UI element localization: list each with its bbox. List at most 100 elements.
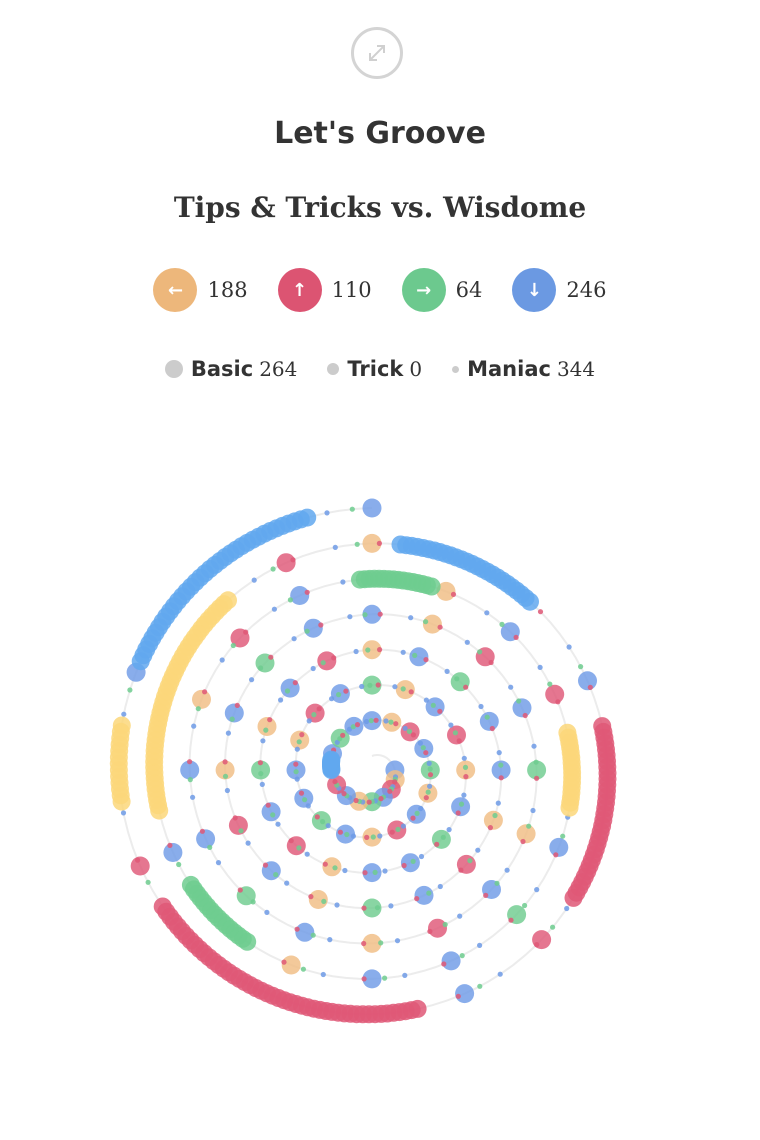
basic-stat: Basic 264 <box>164 357 297 381</box>
maniac-note <box>291 636 297 642</box>
maniac-note <box>437 624 443 630</box>
maniac-note <box>363 718 370 725</box>
maniac-note <box>296 845 302 851</box>
maniac-note <box>367 682 373 688</box>
maniac-note <box>361 940 367 947</box>
maniac-note <box>427 928 433 934</box>
maniac-note <box>463 774 469 780</box>
maniac-note <box>427 772 434 778</box>
maniac-note <box>457 913 463 919</box>
maniac-note <box>350 724 356 730</box>
basic-note <box>578 671 597 691</box>
maniac-note <box>176 861 182 868</box>
maniac-note <box>190 794 196 800</box>
maniac-note <box>508 917 514 923</box>
maniac-note <box>440 834 446 840</box>
maniac-note <box>257 760 263 766</box>
maniac-note <box>245 840 251 846</box>
maniac-note <box>378 796 384 802</box>
maniac-note <box>273 872 279 878</box>
maniac-note <box>494 880 500 886</box>
basic-note <box>251 760 271 780</box>
maniac-note <box>522 712 528 719</box>
maniac-note <box>262 862 269 868</box>
maniac-note <box>191 723 197 729</box>
maniac-note <box>340 579 346 585</box>
basic-note <box>431 829 451 849</box>
maniac-note <box>410 732 416 738</box>
maniac-note <box>402 972 408 978</box>
basic-note <box>456 760 476 780</box>
maniac-note <box>299 732 305 738</box>
maniac-note <box>294 926 300 932</box>
song-subtitle: Tips & Tricks vs. Wisdome <box>173 191 587 224</box>
maniac-note <box>516 698 522 704</box>
maniac-note <box>332 544 338 550</box>
maniac-note <box>199 828 205 834</box>
maniac-note <box>448 722 454 728</box>
song-title: Let's Groove <box>274 116 486 151</box>
basic-note <box>491 760 511 780</box>
basic-note <box>295 922 315 942</box>
maniac-note <box>402 725 408 731</box>
maniac-note <box>370 834 376 840</box>
maniac-note <box>488 659 494 666</box>
maniac-note <box>423 697 429 703</box>
maniac-note <box>308 894 314 900</box>
maniac-note <box>376 540 382 546</box>
maniac-note <box>337 736 343 742</box>
maniac-note <box>377 647 383 653</box>
maniac-note <box>464 639 470 645</box>
basic-note <box>290 586 310 605</box>
maniac-note <box>477 983 483 989</box>
maniac-note <box>361 905 367 911</box>
maniac-note <box>207 844 213 850</box>
expand-diagonal-icon <box>369 45 385 61</box>
maniac-note <box>267 717 273 723</box>
maniac-note <box>195 706 201 712</box>
maniac-note <box>350 833 356 839</box>
maniac-note <box>400 686 406 692</box>
maniac-note <box>423 619 429 625</box>
basic-note <box>196 829 216 849</box>
maniac-note <box>349 506 355 512</box>
maniac-note <box>202 689 208 695</box>
maniac-note <box>225 730 231 736</box>
maniac-note <box>325 823 331 829</box>
expand-button[interactable] <box>351 27 403 79</box>
maniac-note <box>362 612 368 618</box>
maniac-dot-icon <box>452 365 460 373</box>
maniac-note <box>461 755 467 761</box>
maniac-note <box>341 791 347 797</box>
maniac-note <box>388 719 394 725</box>
maniac-note <box>365 647 371 653</box>
maniac-note <box>475 847 481 853</box>
maniac-note <box>222 773 229 779</box>
maniac-note <box>324 510 330 516</box>
maniac-note <box>314 814 320 820</box>
maniac-note <box>513 634 519 640</box>
maniac-note <box>467 858 473 864</box>
maniac-note <box>418 853 425 860</box>
maniac-note <box>420 745 426 751</box>
maniac-note <box>437 708 443 714</box>
maniac-note <box>534 887 540 893</box>
basic-note <box>362 863 382 883</box>
maniac-note <box>417 740 423 746</box>
maniac-note <box>534 775 540 781</box>
up-arrow-count: 110 <box>331 278 372 302</box>
maniac-note <box>560 833 566 839</box>
maniac-note <box>278 697 284 703</box>
maniac-note <box>426 760 432 766</box>
maniac-note <box>364 834 370 840</box>
maniac-note <box>444 668 450 674</box>
maniac-note <box>455 810 461 816</box>
maniac-note <box>229 716 235 722</box>
maniac-note <box>450 591 457 597</box>
maniac-note <box>427 783 433 789</box>
hold-note <box>564 888 583 907</box>
maniac-note <box>354 541 360 547</box>
hold-note <box>521 592 539 611</box>
basic-note <box>303 618 323 638</box>
maniac-note <box>382 868 388 874</box>
